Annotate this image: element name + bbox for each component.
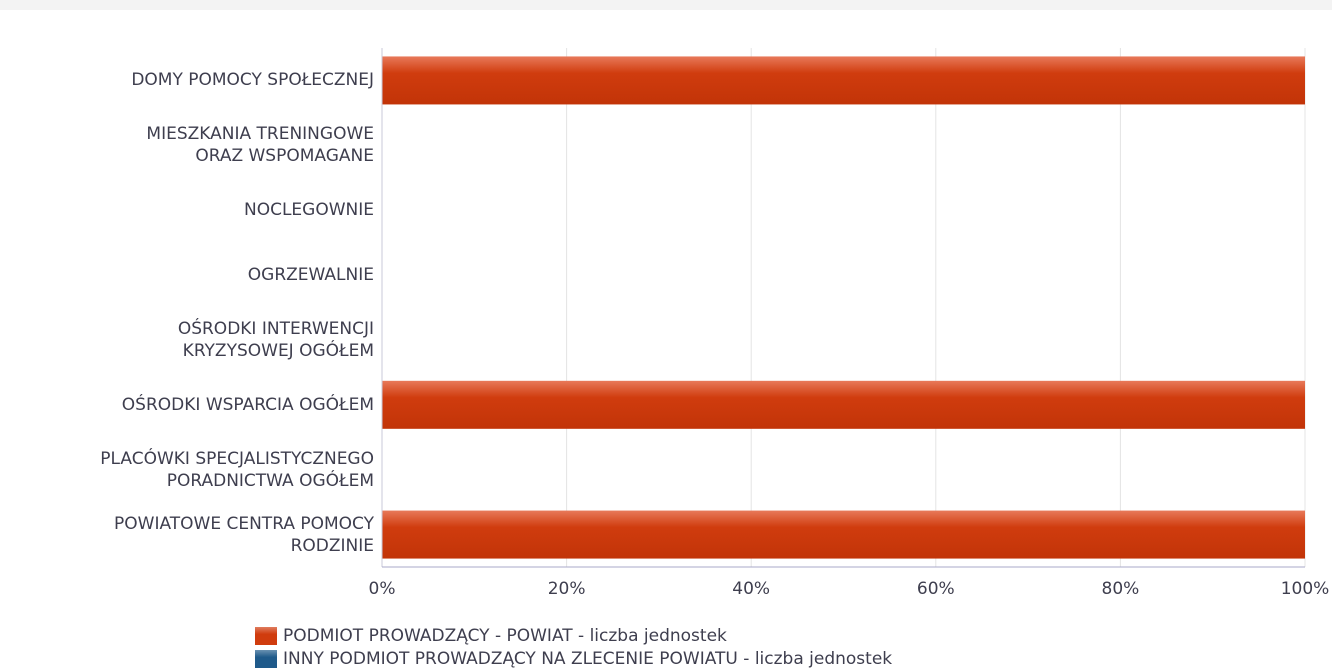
bar xyxy=(382,510,1305,559)
legend-item: INNY PODMIOT PROWADZĄCY NA ZLECENIE POWI… xyxy=(255,649,892,669)
bar xyxy=(382,380,1305,429)
y-tick-label: OŚRODKI INTERWENCJI KRYZYSOWEJ OGÓŁEM xyxy=(177,318,374,361)
legend-swatch xyxy=(255,627,277,645)
x-tick-label: 80% xyxy=(1102,579,1140,599)
x-tick-label: 20% xyxy=(548,579,586,599)
y-tick-label: PLACÓWKI SPECJALISTYCZNEGO PORADNICTWA O… xyxy=(100,448,374,491)
y-tick-label: MIESZKANIA TRENINGOWE ORAZ WSPOMAGANE xyxy=(146,124,374,167)
y-tick-label: OŚRODKI WSPARCIA OGÓŁEM xyxy=(121,394,374,415)
x-tick-label: 60% xyxy=(917,579,955,599)
y-tick-label: NOCLEGOWNIE xyxy=(243,200,374,221)
legend-swatch xyxy=(255,650,277,668)
y-tick-label: OGRZEWALNIE xyxy=(247,265,374,286)
y-tick-label: DOMY POMOCY SPOŁECZNEJ xyxy=(131,70,374,91)
bar xyxy=(382,56,1305,105)
legend-label: INNY PODMIOT PROWADZĄCY NA ZLECENIE POWI… xyxy=(283,649,893,669)
y-tick-label: POWIATOWE CENTRA POMOCY RODZINIE xyxy=(114,513,374,556)
x-tick-label: 100% xyxy=(1281,579,1330,599)
x-tick-label: 40% xyxy=(732,579,770,599)
top-strip xyxy=(0,0,1332,10)
legend-item: PODMIOT PROWADZĄCY - POWIAT - liczba jed… xyxy=(255,626,727,646)
x-tick-label: 0% xyxy=(369,579,396,599)
legend-label: PODMIOT PROWADZĄCY - POWIAT - liczba jed… xyxy=(283,626,727,646)
